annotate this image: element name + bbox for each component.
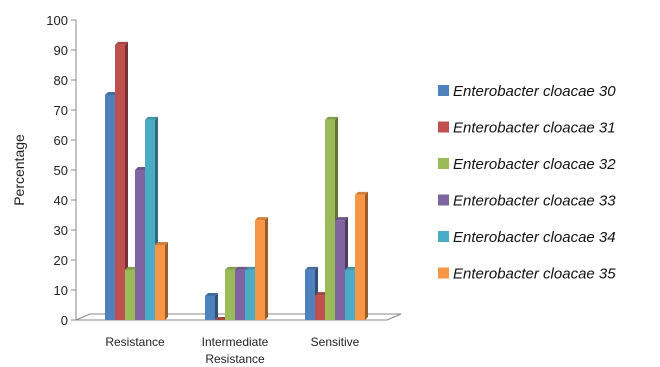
legend-label: Enterobacter cloacae 30 (453, 83, 616, 100)
legend-swatch (438, 231, 449, 242)
y-tick-label: 30 (54, 223, 68, 238)
x-category-label: Intermediate Resistance (202, 335, 269, 366)
legend-item: Enterobacter cloacae 33 (438, 193, 616, 210)
bar (215, 317, 228, 320)
chart-bars (105, 41, 368, 321)
legend-label: Enterobacter cloacae 32 (453, 156, 616, 173)
y-tick-label: 70 (54, 103, 68, 118)
legend-swatch (438, 121, 449, 133)
bar (155, 242, 168, 320)
y-tick-label: 0 (61, 313, 68, 328)
chart-legend: Enterobacter cloacae 30 Enterobacter cloa… (438, 83, 616, 283)
bar (355, 191, 368, 320)
legend-item: Enterobacter cloacae 31 (438, 120, 616, 137)
legend-swatch (438, 267, 449, 279)
legend-label: Enterobacter cloacae 34 (453, 229, 616, 246)
y-tick-label: 90 (54, 43, 68, 58)
bar (115, 41, 128, 321)
legend-item: Enterobacter cloacae 30 (438, 83, 616, 100)
legend-label: Enterobacter cloacae 33 (453, 193, 616, 210)
legend-label: Enterobacter cloacae 31 (453, 120, 616, 137)
y-tick-label: 80 (54, 73, 68, 88)
x-category-label: Resistance (105, 335, 165, 349)
y-tick-label: 100 (46, 13, 68, 28)
y-tick-label: 20 (54, 253, 68, 268)
legend-item: Enterobacter cloacae 35 (438, 266, 616, 283)
bar (255, 217, 268, 320)
y-tick-label: 40 (54, 193, 68, 208)
legend-swatch (438, 158, 449, 169)
legend-swatch (438, 85, 449, 96)
y-tick-label: 50 (54, 163, 68, 178)
y-tick-label: 60 (54, 133, 68, 148)
chart-labels: Resistance Intermediate Resistance Sensitiv… (11, 134, 360, 366)
legend-item: Enterobacter cloacae 34 (438, 229, 616, 246)
y-axis-title: Percentage (11, 134, 27, 206)
bar (205, 293, 218, 320)
legend-item: Enterobacter cloacae 32 (438, 156, 616, 173)
y-tick-label: 10 (54, 283, 68, 298)
legend-label: Enterobacter cloacae 35 (453, 266, 616, 283)
legend-swatch (438, 194, 449, 206)
x-category-label: Sensitive (311, 335, 360, 349)
